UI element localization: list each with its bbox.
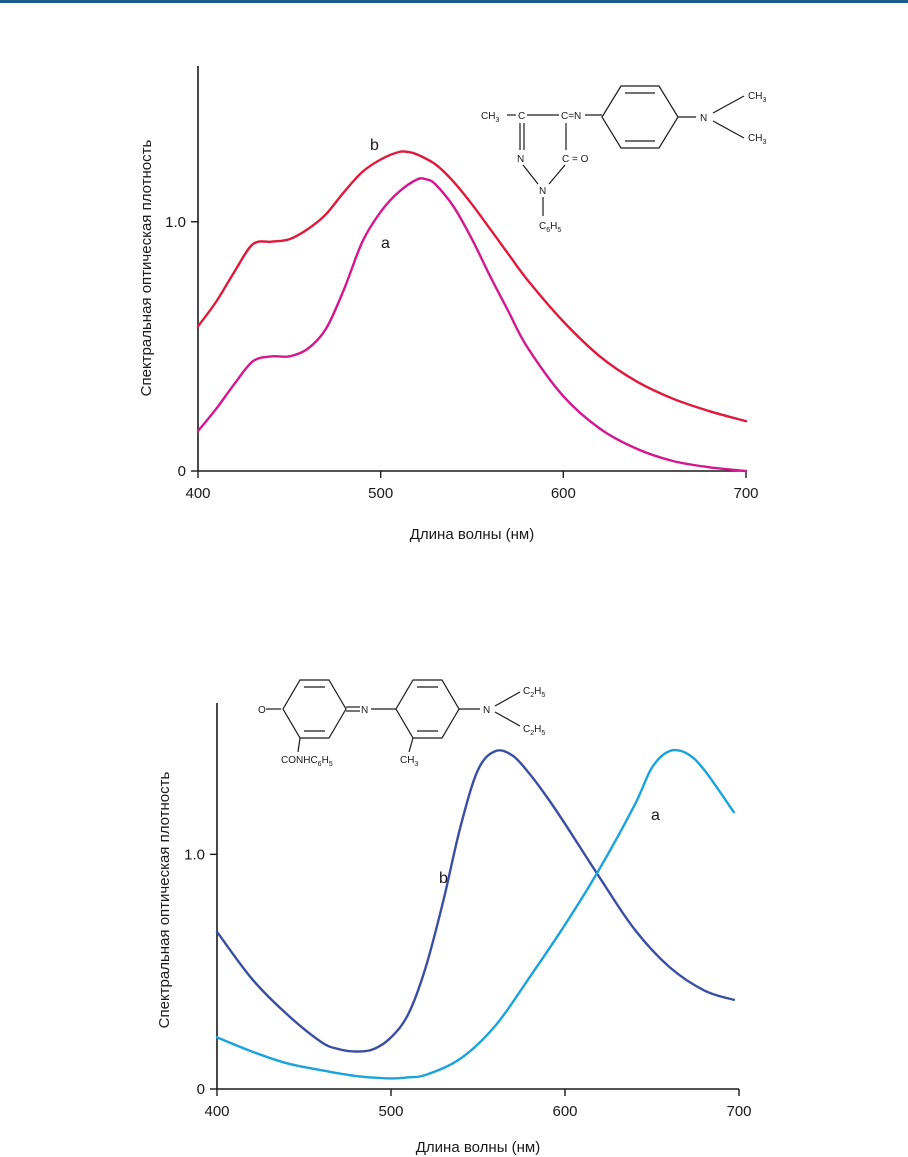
chart-1-x-tick-label: 600 xyxy=(551,485,576,502)
chart-2-structure: O N N C2H5 C2H5 CONHC6H5 CH3 xyxy=(258,679,545,768)
struct2-c2h5-bottom: C2H5 xyxy=(523,724,545,737)
struct1-c-eq-o: C = O xyxy=(562,154,589,165)
chart-1-y-axis-label: Спектральная оптическая плотность xyxy=(138,139,155,396)
chart-2: 400 500 600 700 0 1.0 Длина волны (нм) Спектр… xyxy=(156,679,752,1156)
struct1-bond-n-ch3-down xyxy=(712,120,745,139)
chart-2-series-b-line xyxy=(215,749,735,1053)
chart-2-series-a-line xyxy=(215,748,735,1080)
chart-2-x-tick-label: 700 xyxy=(726,1103,751,1120)
struct1-n-bottom: N xyxy=(539,186,546,197)
struct2-ch3: CH3 xyxy=(400,755,418,768)
chart-2-x-axis-label: Длина волны (нм) xyxy=(416,1139,540,1156)
struct1-c-eq-n: C=N xyxy=(561,111,581,122)
chart-1-x-axis-label: Длина волны (нм) xyxy=(410,526,534,543)
chart-1-y-tick-label: 0 xyxy=(178,463,186,480)
struct1-c-left: C xyxy=(518,111,525,122)
struct1-ch3-left: CH3 xyxy=(481,111,499,124)
chart-2-x-tick-label: 400 xyxy=(204,1103,229,1120)
chart-1: 400 500 600 700 0 1.0 Длина волны (нм) Спектр… xyxy=(138,66,766,543)
chart-1-series-label-a: a xyxy=(381,235,390,252)
struct2-benzene-ring xyxy=(395,679,460,739)
struct2-bond-ring-ch3 xyxy=(408,737,414,753)
struct1-bond-c-n1 xyxy=(548,164,566,185)
chart-1-x-tick-label: 400 xyxy=(185,485,210,502)
struct1-c6h5: C6H5 xyxy=(539,221,561,234)
chart-2-x-tick-label: 600 xyxy=(552,1103,577,1120)
chart-1-x-tick-label: 700 xyxy=(733,485,758,502)
struct2-c2h5-top: C2H5 xyxy=(523,686,545,699)
chart-1-series-label-b: b xyxy=(370,137,379,154)
chart-2-y-axis-label: Спектральная оптическая плотность xyxy=(156,771,173,1028)
chart-2-y-tick-label: 1.0 xyxy=(184,846,205,863)
struct1-ch3-top-right: CH3 xyxy=(748,91,766,104)
top-rule xyxy=(0,0,908,3)
chart-2-y-tick-label: 0 xyxy=(197,1081,205,1098)
struct2-o: O xyxy=(258,705,266,716)
chart-1-series-a-line xyxy=(196,177,748,473)
chart-1-y-tick-label: 1.0 xyxy=(165,214,186,231)
chart-2-series-label-b: b xyxy=(439,870,448,887)
struct1-ch3-bottom-right: CH3 xyxy=(748,133,766,146)
chart-2-x-tick-label: 500 xyxy=(378,1103,403,1120)
struct2-conhc6h5: CONHC6H5 xyxy=(281,755,333,768)
struct1-n-ring-left: N xyxy=(517,154,524,165)
chart-1-x-tick-label: 500 xyxy=(368,485,393,502)
chart-2-series-label-a: a xyxy=(651,807,660,824)
struct2-n-imine: N xyxy=(361,705,368,716)
struct1-bond-n-ch3-up xyxy=(712,95,745,114)
struct2-bond-n-ethyl-down xyxy=(494,711,521,727)
struct2-quinone-ring xyxy=(282,679,347,739)
struct1-bond-n-n1 xyxy=(522,164,539,185)
struct2-bond-ring-conh xyxy=(297,737,301,753)
struct1-benzene-ring xyxy=(601,85,679,149)
chart-1-structure: CH3 C C=N N CH3 CH3 N C = O N C6H5 xyxy=(481,85,766,234)
struct2-bond-n-ethyl-up xyxy=(494,691,521,707)
struct2-n-amine: N xyxy=(483,705,490,716)
struct1-n-right: N xyxy=(700,113,707,124)
chart-1-series-b-line xyxy=(196,150,748,423)
